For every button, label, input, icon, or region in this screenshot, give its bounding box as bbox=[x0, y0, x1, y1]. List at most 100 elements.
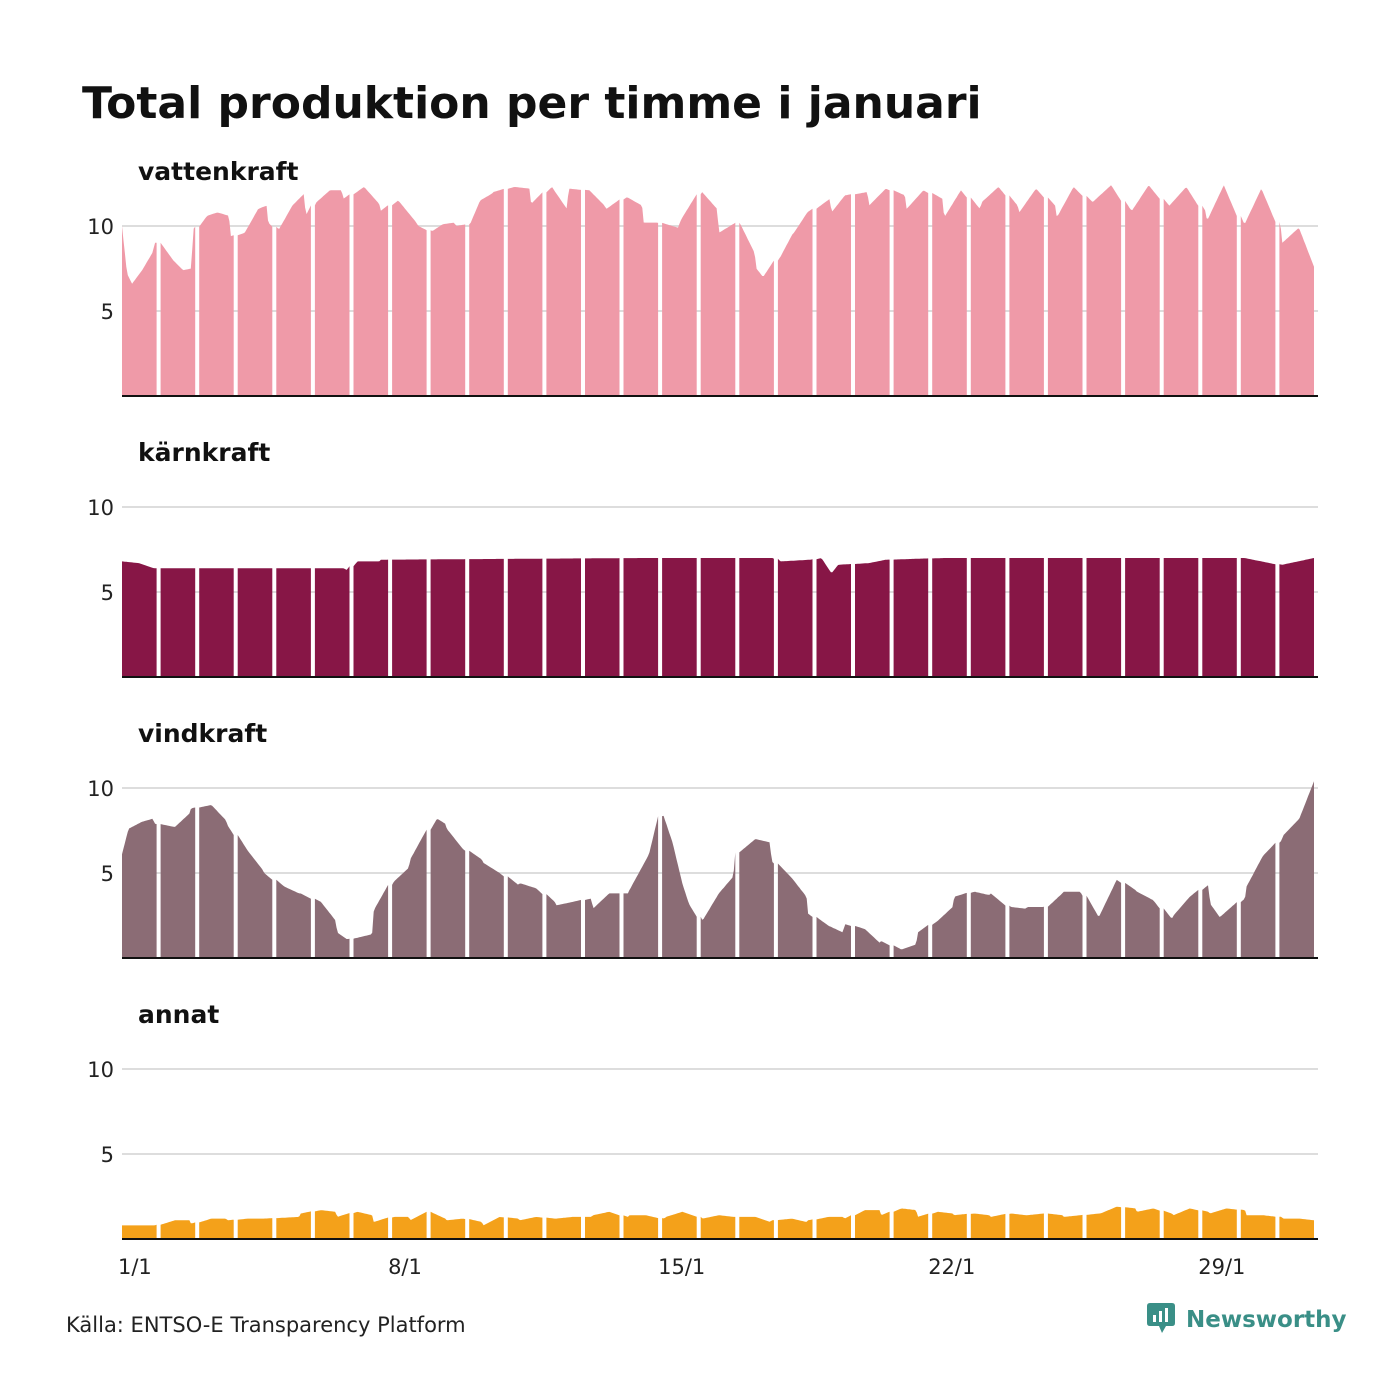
vindkraft-day-area bbox=[1086, 879, 1122, 958]
vattenkraft-day-area bbox=[970, 187, 1006, 396]
kärnkraft-day-area bbox=[546, 558, 581, 677]
panel-title: kärnkraft bbox=[138, 438, 270, 467]
y-tick-label: 5 bbox=[101, 300, 114, 324]
annat-day-area bbox=[199, 1218, 234, 1239]
vindkraft-day-area bbox=[1125, 882, 1160, 958]
vindkraft-day-area bbox=[276, 879, 311, 958]
vattenkraft-day-area bbox=[777, 208, 813, 396]
kärnkraft-day-area bbox=[623, 558, 659, 677]
vattenkraft-day-area bbox=[623, 197, 659, 396]
y-tick-label: 5 bbox=[101, 1143, 114, 1167]
newsworthy-logo[interactable]: Newsworthy bbox=[1147, 1303, 1347, 1333]
vindkraft-day-area bbox=[237, 835, 273, 958]
vindkraft-day-area bbox=[160, 807, 196, 958]
annat-day-area bbox=[1240, 1209, 1276, 1239]
vattenkraft-day-area bbox=[1009, 189, 1044, 396]
annat-day-area bbox=[1202, 1208, 1237, 1239]
panel-title: vindkraft bbox=[138, 719, 267, 748]
vattenkraft-day-area bbox=[1047, 187, 1083, 396]
annat-day-area bbox=[160, 1220, 196, 1239]
vattenkraft-day-area bbox=[1279, 221, 1314, 396]
kärnkraft-day-area bbox=[585, 558, 620, 677]
vindkraft-day-area bbox=[430, 819, 466, 958]
vattenkraft-day-area bbox=[1240, 189, 1276, 396]
vindkraft-day-area bbox=[1202, 885, 1237, 958]
vattenkraft-day-area bbox=[1202, 185, 1237, 396]
annat-day-area bbox=[855, 1210, 890, 1239]
vattenkraft-day-area bbox=[1163, 187, 1199, 396]
vattenkraft-day-area bbox=[739, 222, 774, 396]
annat-day-area bbox=[700, 1215, 736, 1239]
annat-day-area bbox=[276, 1211, 311, 1239]
panel-vattenkraft: vattenkraft 5 10 bbox=[87, 157, 1318, 397]
vattenkraft-day-area bbox=[855, 189, 890, 396]
annat-day-area bbox=[1086, 1206, 1122, 1239]
annat-day-area bbox=[932, 1211, 967, 1239]
kärnkraft-day-area bbox=[276, 568, 311, 677]
kärnkraft-day-area bbox=[469, 558, 504, 677]
y-tick-label: 10 bbox=[87, 215, 114, 239]
annat-day-area bbox=[122, 1224, 157, 1239]
vindkraft-day-area bbox=[546, 894, 581, 958]
kärnkraft-day-area bbox=[970, 558, 1006, 677]
kärnkraft-day-area bbox=[199, 568, 234, 677]
vattenkraft-day-area bbox=[1086, 185, 1122, 396]
x-tick-label: 15/1 bbox=[658, 1255, 705, 1279]
kärnkraft-day-area bbox=[1279, 558, 1314, 677]
kärnkraft-day-area bbox=[1163, 558, 1199, 677]
vindkraft-day-area bbox=[199, 805, 234, 958]
vindkraft-day-area bbox=[855, 926, 890, 958]
annat-day-area bbox=[237, 1218, 273, 1239]
vattenkraft-day-area bbox=[816, 194, 851, 396]
kärnkraft-day-area bbox=[392, 559, 427, 677]
chart-title: Total produktion per timme i januari bbox=[82, 78, 982, 129]
kärnkraft-day-area bbox=[739, 558, 774, 677]
vindkraft-day-area bbox=[932, 892, 967, 958]
kärnkraft-day-area bbox=[1047, 558, 1083, 677]
vattenkraft-day-area bbox=[314, 190, 350, 396]
vindkraft-day-area bbox=[739, 839, 774, 958]
y-tick-label: 5 bbox=[101, 581, 114, 605]
kärnkraft-day-area bbox=[353, 559, 389, 677]
vindkraft-day-area bbox=[1047, 891, 1083, 958]
kärnkraft-day-area bbox=[160, 568, 196, 677]
x-tick-label: 22/1 bbox=[928, 1255, 975, 1279]
annat-day-area bbox=[546, 1216, 581, 1239]
kärnkraft-day-area bbox=[1240, 558, 1276, 677]
vattenkraft-day-area bbox=[662, 194, 697, 396]
kärnkraft-day-area bbox=[1086, 558, 1122, 677]
vattenkraft-day-area bbox=[585, 189, 620, 396]
annat-day-area bbox=[585, 1211, 620, 1239]
vindkraft-day-area bbox=[816, 916, 851, 958]
annat-day-area bbox=[353, 1211, 389, 1239]
annat-day-area bbox=[893, 1208, 929, 1239]
vattenkraft-day-area bbox=[237, 205, 273, 396]
vindkraft-day-area bbox=[469, 850, 504, 958]
vindkraft-day-area bbox=[970, 891, 1006, 958]
vattenkraft-day-area bbox=[469, 188, 504, 396]
vattenkraft-day-area bbox=[700, 192, 736, 396]
panels-group: vattenkraft510kärnkraft510vindkraft510an… bbox=[87, 157, 1318, 1240]
vattenkraft-day-area bbox=[276, 194, 311, 396]
annat-day-area bbox=[1047, 1213, 1083, 1239]
y-tick-label: 10 bbox=[87, 1058, 114, 1082]
kärnkraft-day-area bbox=[122, 561, 157, 677]
vattenkraft-day-area bbox=[353, 187, 389, 396]
vattenkraft-day-area bbox=[160, 226, 196, 396]
vindkraft-day-area bbox=[777, 863, 813, 958]
kärnkraft-day-area bbox=[700, 558, 736, 677]
kärnkraft-day-area bbox=[932, 558, 967, 677]
y-tick-label: 10 bbox=[87, 777, 114, 801]
vattenkraft-day-area bbox=[893, 190, 929, 396]
kärnkraft-day-area bbox=[314, 566, 350, 677]
annat-day-area bbox=[314, 1210, 350, 1239]
kärnkraft-day-area bbox=[855, 559, 890, 677]
annat-day-area bbox=[392, 1211, 427, 1239]
annat-day-area bbox=[469, 1217, 504, 1239]
y-tick-label: 5 bbox=[101, 862, 114, 886]
annat-day-area bbox=[739, 1216, 774, 1239]
annat-day-area bbox=[1125, 1207, 1160, 1239]
panel-title: vattenkraft bbox=[138, 157, 299, 186]
annat-day-area bbox=[970, 1213, 1006, 1239]
